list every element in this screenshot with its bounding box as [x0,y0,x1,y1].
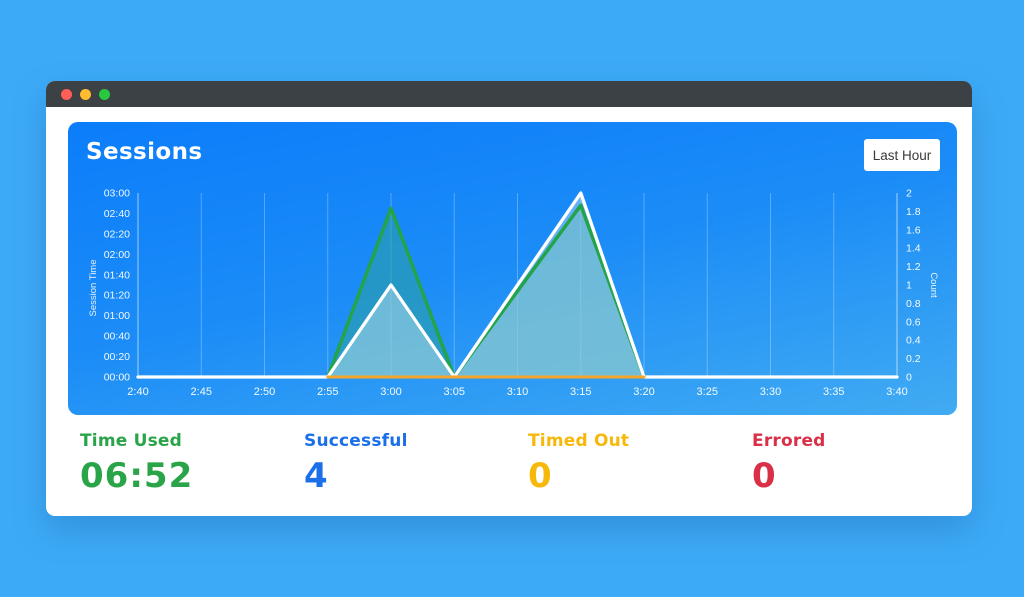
right-axis-tick-label: 0.8 [906,298,921,310]
stat-errored: Errored 0 [752,431,976,496]
x-tick-label: 3:05 [444,386,465,398]
left-axis-tick-label: 02:40 [104,208,130,220]
right-axis-tick-label: 1 [906,280,912,292]
x-tick-label: 3:40 [886,386,907,398]
left-axis-tick-label: 00:40 [104,331,130,343]
stat-label: Errored [752,431,826,451]
minimize-button-icon[interactable] [80,88,91,100]
x-tick-label: 2:40 [127,386,148,398]
left-axis-tick-label: 02:20 [104,228,130,240]
stat-timed-out: Timed Out 0 [528,431,752,496]
last-hour-button[interactable]: Last Hour [864,139,940,171]
left-axis-tick-label: 02:00 [104,249,130,261]
right-axis-tick-label: 1.6 [906,224,921,236]
x-tick-label: 2:45 [191,386,212,398]
right-axis-tick-label: 2 [906,188,912,200]
zoom-button-icon[interactable] [99,88,110,100]
stat-value: 0 [528,456,553,496]
x-tick-label: 2:55 [317,386,338,398]
stats-row: Time Used 06:52 Successful 4 Timed Out 0… [80,431,976,496]
left-axis-tick-label: 00:00 [104,372,130,384]
right-axis-tick-label: 0.4 [906,335,921,347]
left-axis-tick-label: 00:20 [104,351,130,363]
series-session-time-area [327,205,644,377]
window-content: 2:40 2:45 2:50 2:55 3:00 3:05 3:10 3:15 3:20 3:25… [46,107,972,516]
left-axis-tick-label: 03:00 [104,188,130,200]
stat-value: 4 [304,456,329,496]
panel-title: Sessions [86,139,203,165]
x-tick-label: 3:00 [380,386,401,398]
stat-time-used: Time Used 06:52 [80,431,304,496]
close-button-icon[interactable] [61,88,72,100]
x-tick-label: 3:25 [697,386,718,398]
stat-value: 06:52 [80,456,194,496]
stat-label: Successful [304,431,408,451]
x-tick-label: 3:35 [823,386,844,398]
sessions-panel: 2:40 2:45 2:50 2:55 3:00 3:05 3:10 3:15 3:20 3:25… [68,122,957,415]
x-tick-label: 3:30 [760,386,781,398]
series-count-line [136,191,899,379]
x-tick-label: 3:20 [633,386,654,398]
x-tick-label: 2:50 [254,386,275,398]
left-axis-tick-label: 01:00 [104,310,130,322]
right-axis-tick-label: 0 [906,372,912,384]
stat-successful: Successful 4 [304,431,528,496]
left-axis-title: Session Time [88,259,99,316]
sessions-chart: 2:40 2:45 2:50 2:55 3:00 3:05 3:10 3:15 3:20 3:25… [88,188,939,399]
right-axis-tick-label: 0.2 [906,353,921,365]
right-axis-tick-label: 1.4 [906,243,921,255]
app-window: 2:40 2:45 2:50 2:55 3:00 3:05 3:10 3:15 3:20 3:25… [46,81,972,516]
stat-value: 0 [752,456,777,496]
stat-label: Timed Out [528,431,630,451]
window-titlebar [46,81,972,107]
x-tick-label: 3:15 [570,386,591,398]
left-axis-tick-label: 01:40 [104,269,130,281]
right-axis-tick-label: 1.2 [906,261,921,273]
right-axis-tick-label: 1.8 [906,206,921,218]
right-axis-tick-label: 0.6 [906,316,921,328]
series-session-time-line [326,203,646,379]
right-axis-title: Count [928,272,939,298]
stat-label: Time Used [80,431,183,451]
left-axis-tick-label: 01:20 [104,290,130,302]
x-tick-label: 3:10 [507,386,528,398]
